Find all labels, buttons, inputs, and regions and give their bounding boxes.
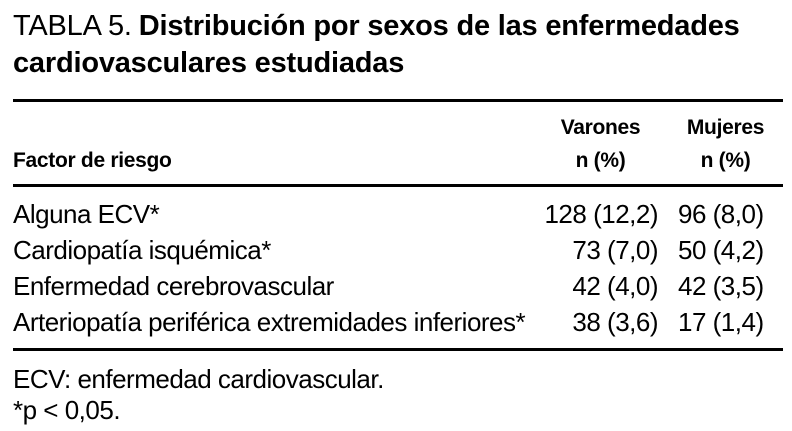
footnote-abbreviation: ECV: enfermedad cardiovascular. (13, 364, 384, 394)
row-varones-value: 128 (12,2) (544, 199, 658, 229)
header-row: Factor de riesgo Varones n (%) Mujeres n… (13, 100, 783, 187)
footnote-significance: *p < 0,05. (13, 395, 121, 425)
column-header-varones: Varones n (%) (533, 100, 668, 187)
row-varones-value: 38 (3,6) (533, 304, 668, 351)
row-varones-value: 73 (7,0) (572, 235, 658, 265)
column-header-factor: Factor de riesgo (13, 100, 533, 187)
table-caption: Distribución por sexos de las enfermedad… (13, 10, 740, 79)
row-factor-label: Cardiopatía isquémica* (13, 235, 271, 265)
column-header-mujeres-label: Mujeres (686, 116, 765, 139)
table-body: Alguna ECV* 128 (12,2) 96 (8,0) Cardiopa… (13, 186, 783, 351)
row-factor-label: Arteriopatía periférica extremidades inf… (13, 304, 533, 351)
table-number-label: TABLA 5. (13, 10, 132, 42)
row-mujeres-value: 96 (8,0) (678, 199, 764, 229)
row-mujeres-value: 50 (4,2) (678, 235, 764, 265)
column-header-varones-label: Varones (560, 116, 641, 139)
table-row: Alguna ECV* 128 (12,2) 96 (8,0) (13, 186, 783, 233)
table-row: Enfermedad cerebrovascular 42 (4,0) 42 (… (13, 268, 783, 304)
column-header-mujeres-sublabel: n (%) (700, 149, 751, 172)
sex-distribution-table: Factor de riesgo Varones n (%) Mujeres n… (13, 99, 783, 351)
row-factor-label: Enfermedad cerebrovascular (13, 271, 334, 301)
column-header-varones-sublabel: n (%) (575, 149, 626, 172)
row-factor-label: Alguna ECV* (13, 199, 160, 229)
column-header-mujeres: Mujeres n (%) (668, 100, 783, 187)
table-row: Cardiopatía isquémica* 73 (7,0) 50 (4,2) (13, 232, 783, 268)
row-varones-value: 42 (4,0) (572, 271, 658, 301)
table-title: TABLA 5. Distribución por sexos de las en… (13, 8, 783, 82)
row-mujeres-value: 42 (3,5) (678, 271, 764, 301)
table-header: Factor de riesgo Varones n (%) Mujeres n… (13, 100, 783, 187)
row-mujeres-value: 17 (1,4) (668, 304, 783, 351)
table-row: Arteriopatía periférica extremidades inf… (13, 304, 783, 351)
table-footnotes: ECV: enfermedad cardiovascular. *p < 0,0… (13, 364, 783, 426)
